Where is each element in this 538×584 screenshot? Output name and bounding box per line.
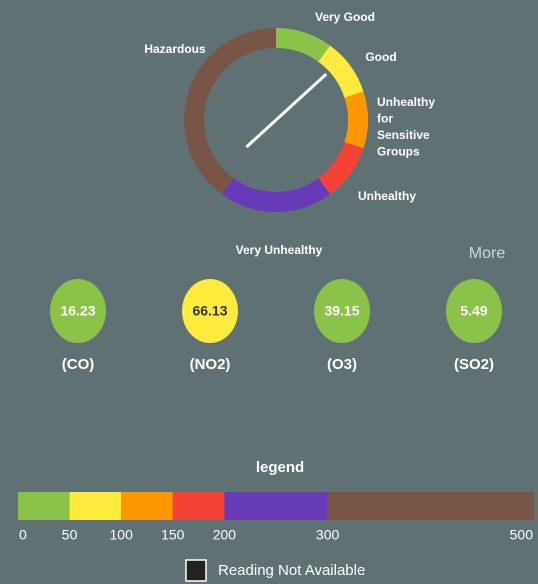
legend-tick-label: 0 xyxy=(19,527,27,543)
reading-value: 5.49 xyxy=(460,303,487,319)
reading-name: (CO) xyxy=(62,356,95,373)
gauge-label: Sensitive xyxy=(377,128,430,142)
legend-tick-label: 50 xyxy=(62,527,78,543)
not-available-swatch xyxy=(185,559,207,582)
legend-tick-label: 500 xyxy=(510,527,534,543)
gauge-label: for xyxy=(377,112,393,126)
legend-segment xyxy=(327,492,534,520)
gauge-label: Unhealthy xyxy=(377,95,435,109)
gauge-segment xyxy=(276,28,331,62)
gauge-label: Hazardous xyxy=(144,42,206,56)
reading-badge xyxy=(50,279,106,343)
legend-segment xyxy=(172,492,225,520)
not-available-label: Reading Not Available xyxy=(218,562,365,579)
legend-segment xyxy=(224,492,328,520)
legend-segment xyxy=(18,492,70,520)
reading-value: 39.15 xyxy=(324,303,359,319)
more-link[interactable]: More xyxy=(469,245,506,262)
reading-value: 16.23 xyxy=(60,303,95,319)
gauge-label: Very Unhealthy xyxy=(236,243,323,257)
reading-name: (O3) xyxy=(327,356,357,373)
gauge-segment xyxy=(318,45,364,98)
legend-tick-label: 300 xyxy=(316,527,340,543)
reading-name: (SO2) xyxy=(454,356,494,373)
reading-badge xyxy=(182,279,238,343)
reading-value: 66.13 xyxy=(192,303,227,319)
legend-tick-label: 150 xyxy=(161,527,185,543)
gauge-segment xyxy=(318,142,364,195)
gauge-segment xyxy=(184,28,276,195)
reading-badge xyxy=(314,279,370,343)
gauge-segment xyxy=(221,178,331,213)
legend-segment xyxy=(121,492,173,520)
gauge-label: Unhealthy xyxy=(358,189,416,203)
reading-name: (NO2) xyxy=(190,356,231,373)
legend-title: legend xyxy=(256,459,304,476)
legend-tick-label: 200 xyxy=(213,527,237,543)
gauge-label: Groups xyxy=(377,145,420,159)
gauge-segment xyxy=(344,91,368,149)
legend-segment xyxy=(69,492,122,520)
gauge-needle xyxy=(245,73,328,149)
gauge-label: Very Good xyxy=(315,10,375,24)
reading-badge xyxy=(446,279,502,343)
gauge-label: Good xyxy=(365,50,396,64)
legend-tick-label: 100 xyxy=(110,527,134,543)
